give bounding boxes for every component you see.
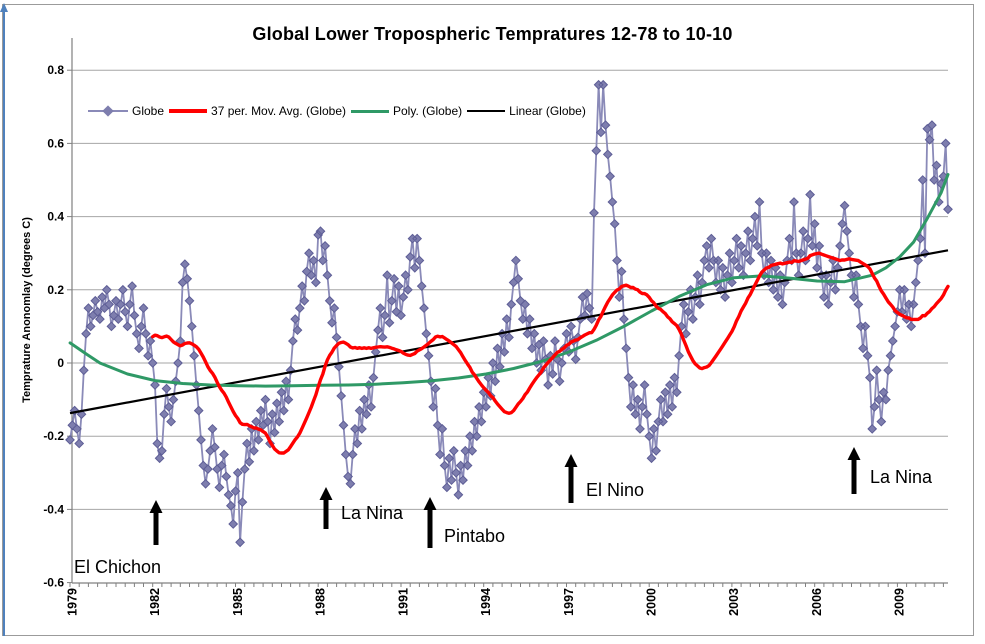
y-tick-label: 0.8 [47, 63, 64, 77]
chart-title: Global Lower Tropospheric Tempratures 12… [252, 24, 733, 44]
x-tick-label: 1994 [479, 588, 493, 616]
y-tick-label: -0.4 [43, 502, 64, 516]
moving-average-line [151, 251, 950, 455]
moving-average-swatch-icon [169, 109, 208, 113]
x-tick-label: 2009 [893, 588, 907, 616]
annotation-label: La Nina [870, 467, 933, 487]
y-tick-label: 0.4 [47, 210, 64, 224]
y-tick-label: -0.2 [43, 429, 64, 443]
window-border [2, 4, 974, 636]
annotation-label: La Nina [341, 503, 404, 523]
x-tick-label: 2000 [645, 588, 659, 616]
left-edge-arrowhead-icon [0, 3, 8, 12]
x-tick-label: 1985 [231, 588, 245, 616]
annotation-label: Pintabo [444, 526, 505, 546]
legend-item-poly[interactable]: Poly. (Globe) [351, 104, 462, 118]
y-tick-label: -0.6 [43, 576, 64, 590]
legend-label-poly: Poly. (Globe) [393, 104, 463, 118]
annotation-arrow-head-icon [423, 497, 437, 510]
globe-series-swatch-icon [88, 105, 128, 117]
x-tick-label: 2003 [727, 588, 741, 616]
annotation-arrow-head-icon [319, 487, 333, 500]
x-tick-label: 1991 [396, 588, 410, 616]
y-tick-label: 0.2 [47, 283, 64, 297]
x-tick-label: 1979 [65, 588, 79, 616]
globe-series-line [69, 84, 949, 543]
poly-trendline [68, 173, 950, 388]
legend-label-linear: Linear (Globe) [509, 104, 586, 118]
y-axis-title: Temprature Anonomlay (degrees C) [21, 217, 33, 403]
globe-swatch-diamond-icon [102, 105, 114, 117]
annotation-arrow-head-icon [149, 500, 163, 513]
x-tick-label: 1997 [562, 588, 576, 616]
linear-trendline [69, 249, 949, 415]
legend-label-globe: Globe [132, 104, 165, 118]
linear-trend-swatch-icon [467, 110, 506, 112]
legend-item-globe[interactable]: Globe [88, 104, 164, 118]
annotation-label: El Chichon [74, 557, 161, 577]
chart-legend: Globe 37 per. Mov. Avg. (Globe) Poly. (G… [88, 104, 591, 118]
annotation-arrow-head-icon [847, 447, 861, 460]
legend-item-moving-average[interactable]: 37 per. Mov. Avg. (Globe) [169, 104, 346, 118]
x-tick-label: 2006 [810, 588, 824, 616]
annotation-arrow-head-icon [564, 454, 578, 467]
x-tick-label: 1982 [148, 588, 162, 616]
poly-trend-swatch-icon [351, 109, 389, 113]
x-tick-label: 1988 [314, 588, 328, 616]
legend-label-moving-average: 37 per. Mov. Avg. (Globe) [211, 104, 346, 118]
annotation-label: El Nino [586, 480, 644, 500]
x-ticks [69, 583, 944, 587]
y-tick-label: 0 [57, 356, 64, 370]
legend-item-linear[interactable]: Linear (Globe) [467, 104, 586, 118]
left-edge-arrow-line [3, 12, 5, 636]
y-tick-label: 0.6 [47, 136, 64, 150]
globe-series-markers [65, 79, 953, 548]
